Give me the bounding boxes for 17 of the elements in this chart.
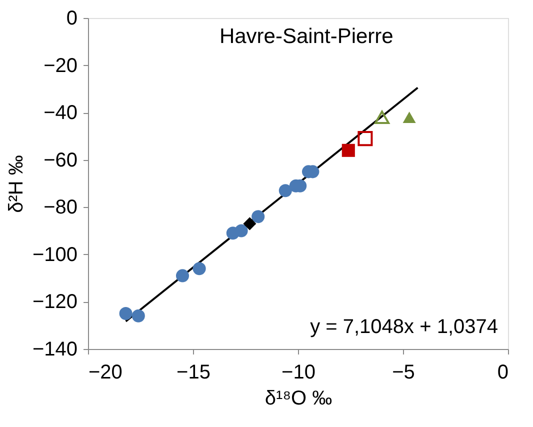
x-tick-label: −15 bbox=[176, 362, 210, 384]
y-tick-label: −80 bbox=[44, 196, 78, 219]
y-tick-label: −20 bbox=[44, 54, 78, 77]
y-tick-label: −40 bbox=[44, 102, 78, 124]
x-tick-label: −10 bbox=[282, 362, 316, 384]
x-axis-title: δ¹⁸O ‰ bbox=[264, 388, 332, 410]
y-tick-label: 0 bbox=[66, 8, 78, 30]
chart-title: Havre-Saint-Pierre bbox=[219, 25, 394, 48]
y-tick-label: −100 bbox=[32, 244, 78, 266]
y-axis-title: δ²H ‰ bbox=[5, 155, 28, 213]
annotation: y = 7,1048x + 1,0374 bbox=[310, 316, 498, 338]
x-tick-label: 0 bbox=[497, 362, 508, 384]
y-tick-label: −140 bbox=[32, 338, 78, 360]
x-tick-label: −20 bbox=[88, 362, 122, 384]
y-tick-label: −120 bbox=[32, 291, 78, 314]
y-tick-label: −60 bbox=[44, 149, 78, 172]
x-tick-label: −5 bbox=[392, 362, 415, 384]
